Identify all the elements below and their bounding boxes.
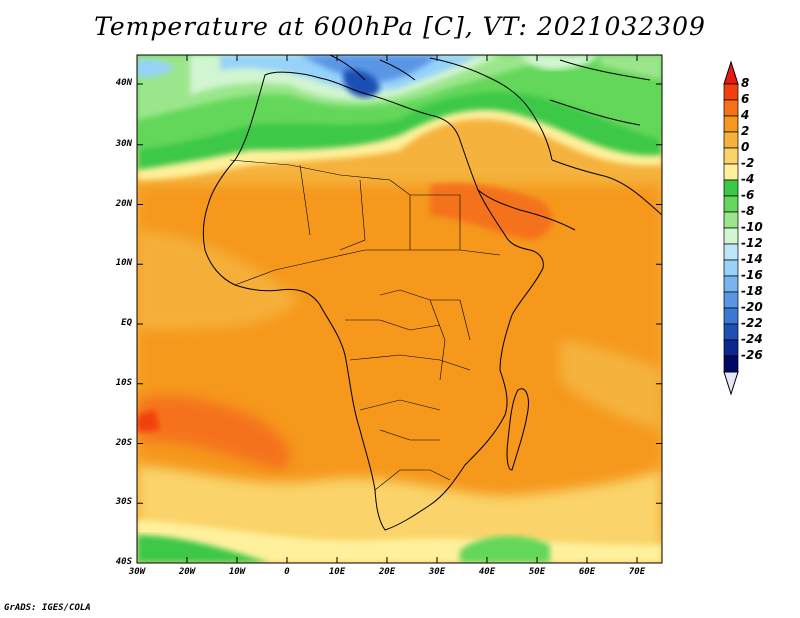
- country-borders: [229, 159, 501, 491]
- colorbar-box: [723, 163, 739, 181]
- colorbar-label: 8: [741, 76, 750, 90]
- map-title: Temperature at 600hPa [C], VT: 202103230…: [94, 12, 706, 41]
- colorbar-label: 0: [741, 140, 750, 154]
- longitude-label: 10E: [328, 567, 346, 577]
- colorbar-box: [723, 339, 739, 357]
- longitude-label: 10W: [228, 567, 246, 577]
- longitude-label: 70E: [628, 567, 646, 577]
- colorbar-label: 4: [741, 108, 750, 122]
- colorbar-box: [723, 323, 739, 341]
- latitude-label: 10N: [115, 258, 132, 269]
- latitude-label: 40S: [115, 557, 132, 567]
- colorbar-label: -8: [741, 204, 755, 218]
- latitude-label: EQ: [121, 318, 132, 328]
- latitude-label: 20N: [115, 198, 132, 209]
- latitude-label: 30S: [115, 497, 132, 508]
- colorbar-label: -4: [741, 172, 755, 186]
- colorbar-label: -14: [741, 252, 763, 266]
- colorbar-label: -18: [741, 284, 763, 298]
- colorbar-box: [723, 243, 739, 261]
- colorbar-box: [723, 291, 739, 309]
- longitude-label: 20E: [378, 567, 396, 577]
- colorbar-box: [723, 275, 739, 293]
- colorbar-label: -6: [741, 188, 755, 202]
- latitude-label: 40N: [115, 78, 132, 88]
- colorbar-label: -20: [741, 300, 763, 314]
- colorbar-box: [723, 307, 739, 325]
- colorbar-box: [723, 131, 739, 149]
- colorbar-box: [723, 195, 739, 213]
- colorbar-label: -26: [741, 348, 763, 362]
- longitude-label: 60E: [578, 567, 596, 577]
- colorbar-label: -12: [741, 236, 763, 250]
- latitude-label: 10S: [115, 377, 132, 388]
- colorbar-label: 6: [741, 92, 750, 106]
- longitude-label: 20W: [178, 567, 196, 577]
- colorbar-box: [723, 147, 739, 165]
- longitude-label: 30W: [128, 567, 146, 577]
- colorbar-top-arrow: [723, 60, 739, 85]
- colorbar-box: [723, 355, 739, 373]
- colorbar-label: -2: [741, 156, 755, 170]
- colorbar-box: [723, 83, 739, 101]
- colorbar-box: [723, 259, 739, 277]
- coastlines: [202, 55, 662, 531]
- colorbar-label: -10: [741, 220, 763, 234]
- colorbar-box: [723, 211, 739, 229]
- axis-ticks: [136, 55, 662, 564]
- longitude-label: 0: [284, 567, 290, 577]
- colorbar-label: -22: [741, 316, 763, 330]
- colorbar-label: -24: [741, 332, 763, 346]
- longitude-label: 40E: [478, 567, 496, 577]
- credit-text: GrADS: IGES/COLA: [4, 603, 91, 613]
- colorbar-bottom-arrow: [723, 371, 739, 396]
- latitude-label: 30N: [115, 138, 132, 149]
- longitude-label: 30E: [428, 567, 446, 577]
- latitude-label: 20S: [115, 437, 132, 448]
- colorbar-box: [723, 179, 739, 197]
- colorbar-box: [723, 115, 739, 133]
- colorbar-label: 2: [741, 124, 750, 138]
- plot-frame: [136, 54, 663, 564]
- longitude-label: 50E: [528, 567, 546, 577]
- colorbar-label: -16: [741, 268, 763, 282]
- colorbar-box: [723, 227, 739, 245]
- colorbar-box: [723, 99, 739, 117]
- temperature-field: [137, 55, 662, 563]
